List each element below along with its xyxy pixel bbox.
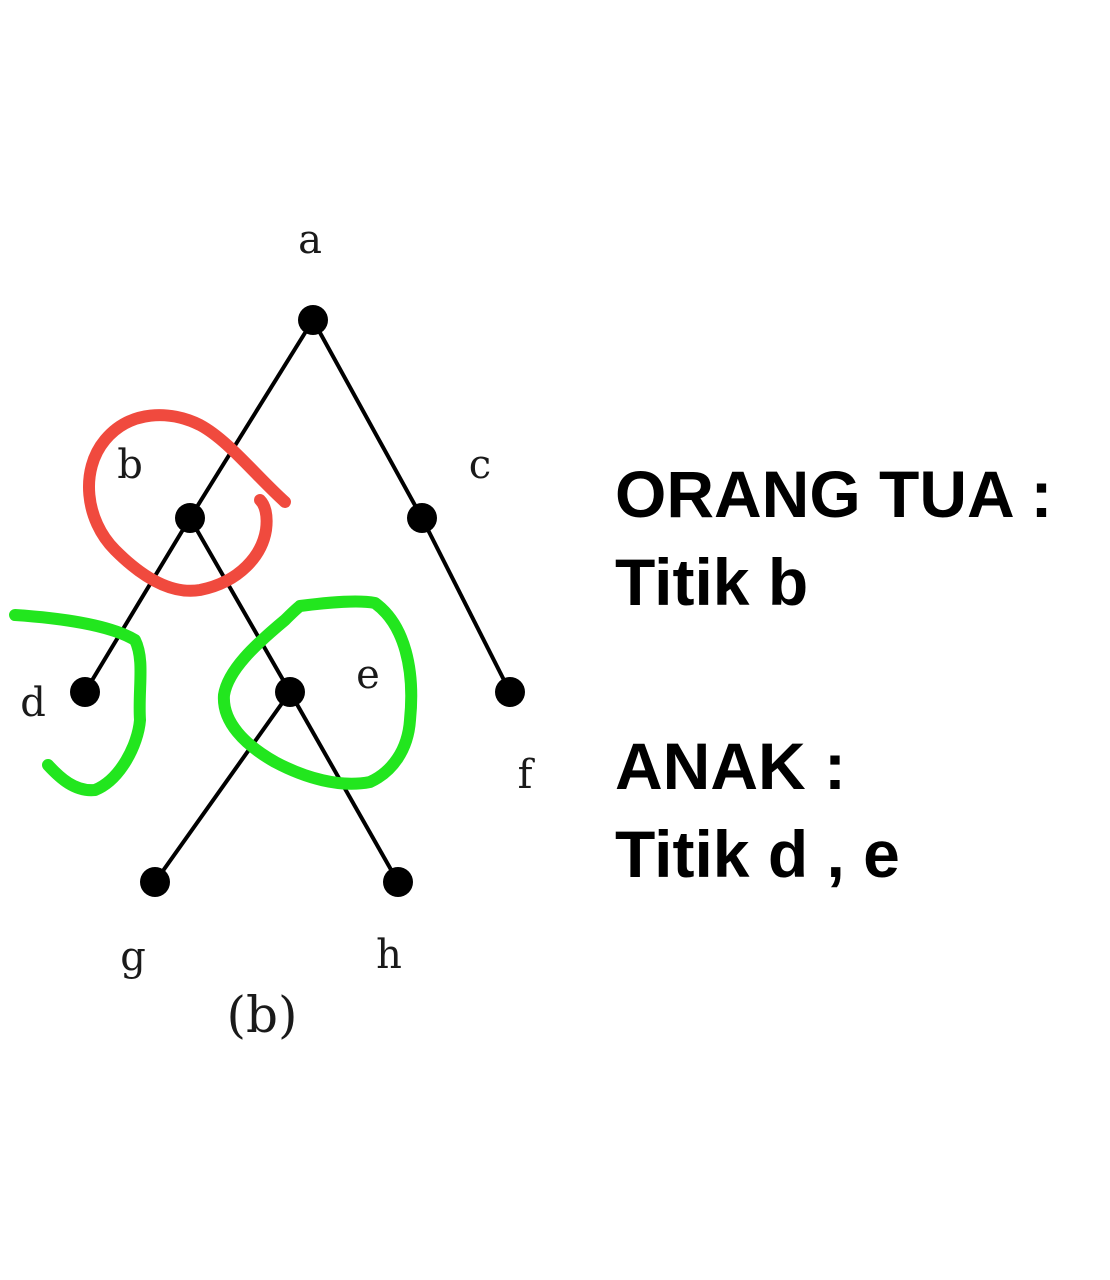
node-label-f: f (518, 752, 536, 798)
node-c (407, 503, 437, 533)
node-label-c: c (469, 442, 491, 488)
node-label-a: a (298, 217, 322, 263)
node-label-d: d (20, 680, 46, 726)
node-label-e: e (356, 652, 380, 698)
node-label-b: b (117, 442, 143, 488)
answer-panel: ORANG TUA : Titik b ANAK : Titik d , e (615, 450, 1095, 898)
edge-c-f (420, 517, 512, 693)
edge-b-d (83, 516, 192, 694)
children-heading: ANAK : (615, 729, 846, 803)
parent-heading: ORANG TUA : (615, 457, 1053, 531)
edge-a-b (188, 318, 315, 520)
node-g (140, 867, 170, 897)
answer-spacer (615, 626, 1095, 722)
figure-caption: (b) (226, 986, 297, 1044)
child-highlight-scribble-d (9, 609, 147, 797)
node-a (298, 305, 328, 335)
tree-nodes (70, 305, 525, 897)
edge-e-g (153, 690, 292, 884)
parent-value: Titik b (615, 545, 809, 619)
edge-a-c (311, 319, 424, 519)
node-e (275, 677, 305, 707)
node-label-g: g (120, 934, 146, 980)
tree-edges (83, 318, 512, 884)
child-highlight-scribble-e (217, 595, 418, 790)
parent-highlight-scribble (83, 409, 291, 597)
tree-labels: a b c d e f g h (b) (20, 217, 535, 1044)
children-value: Titik d , e (615, 817, 900, 891)
edge-b-e (188, 517, 292, 693)
node-b (175, 503, 205, 533)
node-d (70, 677, 100, 707)
node-label-h: h (376, 932, 402, 978)
node-h (383, 867, 413, 897)
node-f (495, 677, 525, 707)
